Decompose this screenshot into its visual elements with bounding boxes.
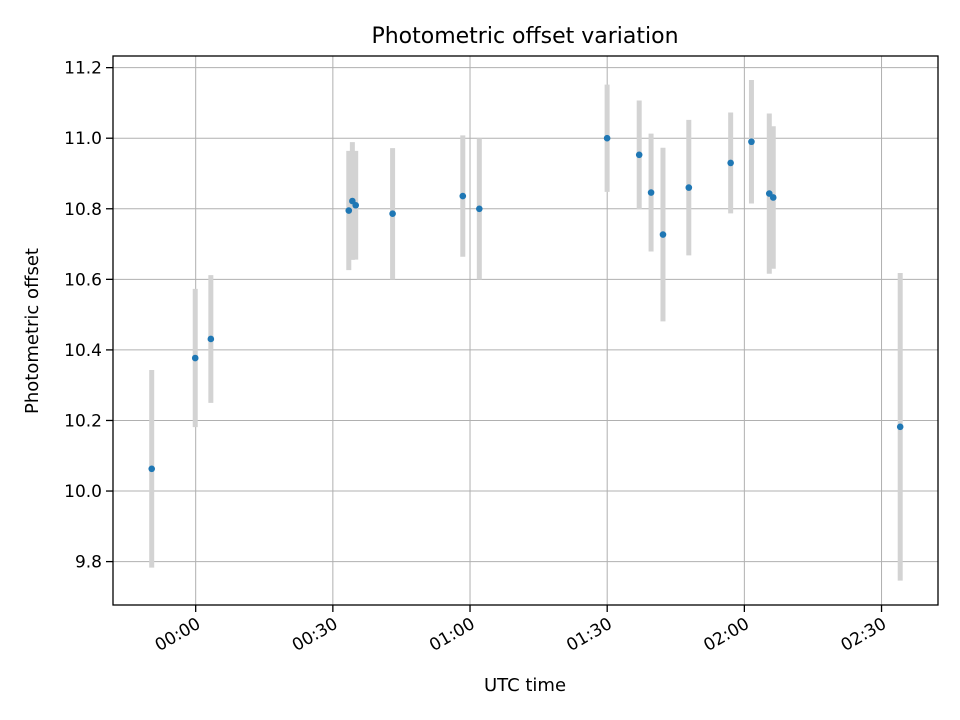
data-point — [647, 189, 655, 196]
y-tick-label: 10.4 — [64, 341, 102, 361]
data-point — [352, 201, 360, 209]
data-point — [345, 207, 353, 214]
data-point — [769, 194, 777, 201]
y-tick-label: 11.0 — [64, 129, 102, 149]
data-point — [207, 335, 215, 343]
data-point — [659, 231, 667, 238]
y-tick-label: 11.2 — [64, 59, 102, 79]
data-points — [148, 134, 904, 473]
data-point — [389, 210, 396, 218]
data-point — [685, 184, 693, 191]
y-tick-label: 10.2 — [64, 411, 102, 431]
plot-frame — [112, 55, 939, 606]
y-tick-label: 10.6 — [64, 270, 102, 290]
data-point — [896, 423, 904, 431]
data-point — [459, 192, 467, 200]
data-point — [148, 465, 156, 473]
chart-title: Photometric offset variation — [371, 24, 678, 49]
data-point — [476, 205, 483, 213]
y-axis: 9.8 10.0 10.2 10.4 10.6 10.8 11.0 11.2 — [64, 59, 113, 573]
y-tick-label: 10.8 — [64, 200, 102, 220]
y-tick-label: 9.8 — [75, 553, 102, 573]
data-point — [603, 134, 611, 142]
data-point — [727, 159, 734, 167]
x-axis-label: UTC time — [484, 675, 566, 696]
y-tick-label: 10.0 — [64, 482, 102, 502]
y-axis-label: Photometric offset — [22, 248, 43, 414]
data-point — [748, 138, 755, 146]
data-point — [191, 354, 199, 362]
data-point — [635, 151, 643, 159]
